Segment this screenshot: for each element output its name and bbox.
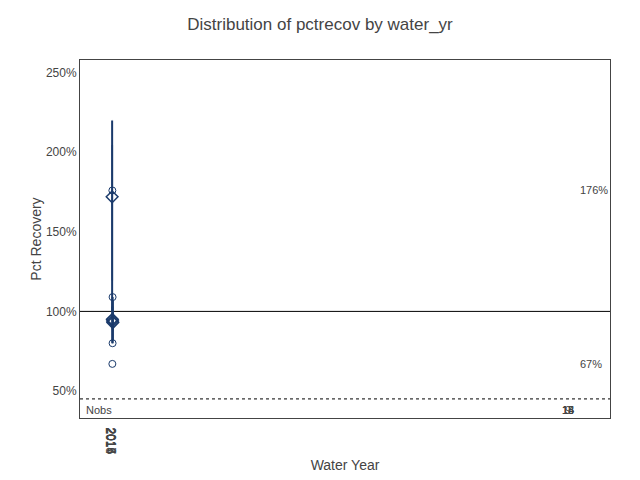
svg-text:67%: 67% [580, 358, 602, 370]
svg-text:Pct Recovery: Pct Recovery [28, 197, 44, 280]
svg-text:2014: 2014 [103, 427, 117, 454]
svg-text:2017: 2017 [104, 427, 118, 454]
svg-text:150%: 150% [46, 225, 77, 239]
svg-text:14: 14 [562, 404, 574, 416]
svg-text:Nobs: Nobs [86, 404, 112, 416]
svg-text:250%: 250% [46, 66, 77, 80]
svg-text:200%: 200% [46, 145, 77, 159]
svg-text:50%: 50% [53, 384, 77, 398]
svg-text:176%: 176% [580, 184, 608, 196]
svg-text:2015: 2015 [103, 427, 117, 454]
svg-text:100%: 100% [46, 305, 77, 319]
svg-text:Distribution of pctrecov by wa: Distribution of pctrecov by water_yr [187, 15, 453, 34]
svg-text:2016: 2016 [104, 427, 118, 454]
svg-text:13: 13 [562, 404, 574, 416]
svg-text:9: 9 [565, 404, 571, 416]
svg-text:15: 15 [562, 404, 574, 416]
svg-text:Water Year: Water Year [311, 457, 380, 473]
